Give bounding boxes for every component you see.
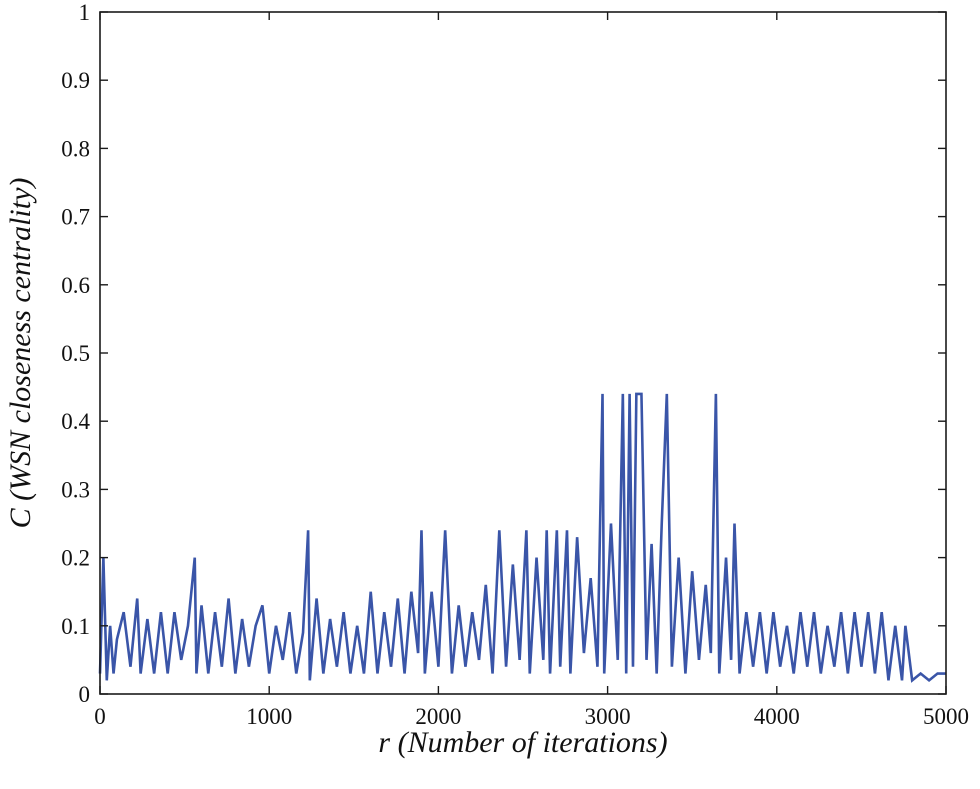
series-line-0 <box>98 392 946 683</box>
x-axis-label: r (Number of iterations) <box>378 726 667 759</box>
x-tick-label: 3000 <box>585 704 631 729</box>
y-tick-label: 1 <box>79 0 91 25</box>
y-tick-label: 0.6 <box>61 273 90 298</box>
y-tick-label: 0.3 <box>61 477 90 502</box>
series-layer <box>98 392 946 683</box>
x-tick-label: 2000 <box>415 704 461 729</box>
x-tick-label: 4000 <box>754 704 800 729</box>
y-tick-label: 0.8 <box>61 136 90 161</box>
y-tick-label: 0.1 <box>61 614 90 639</box>
x-tick-label: 1000 <box>246 704 292 729</box>
y-tick-label: 0.9 <box>61 68 90 93</box>
y-tick-label: 0.4 <box>61 409 90 434</box>
y-axis-label: C (WSN closeness centrality) <box>4 178 37 529</box>
y-tick-label: 0 <box>79 682 91 707</box>
x-tick-label: 0 <box>94 704 106 729</box>
y-tick-label: 0.7 <box>61 205 90 230</box>
tick-layer: 0 1000 2000 3000 4000 5000 0 0.1 0.2 0.3 0.4 0.5 0.6… <box>61 0 969 729</box>
y-tick-label: 0.2 <box>61 546 90 571</box>
x-tick-label: 5000 <box>923 704 969 729</box>
y-tick-label: 0.5 <box>61 341 90 366</box>
